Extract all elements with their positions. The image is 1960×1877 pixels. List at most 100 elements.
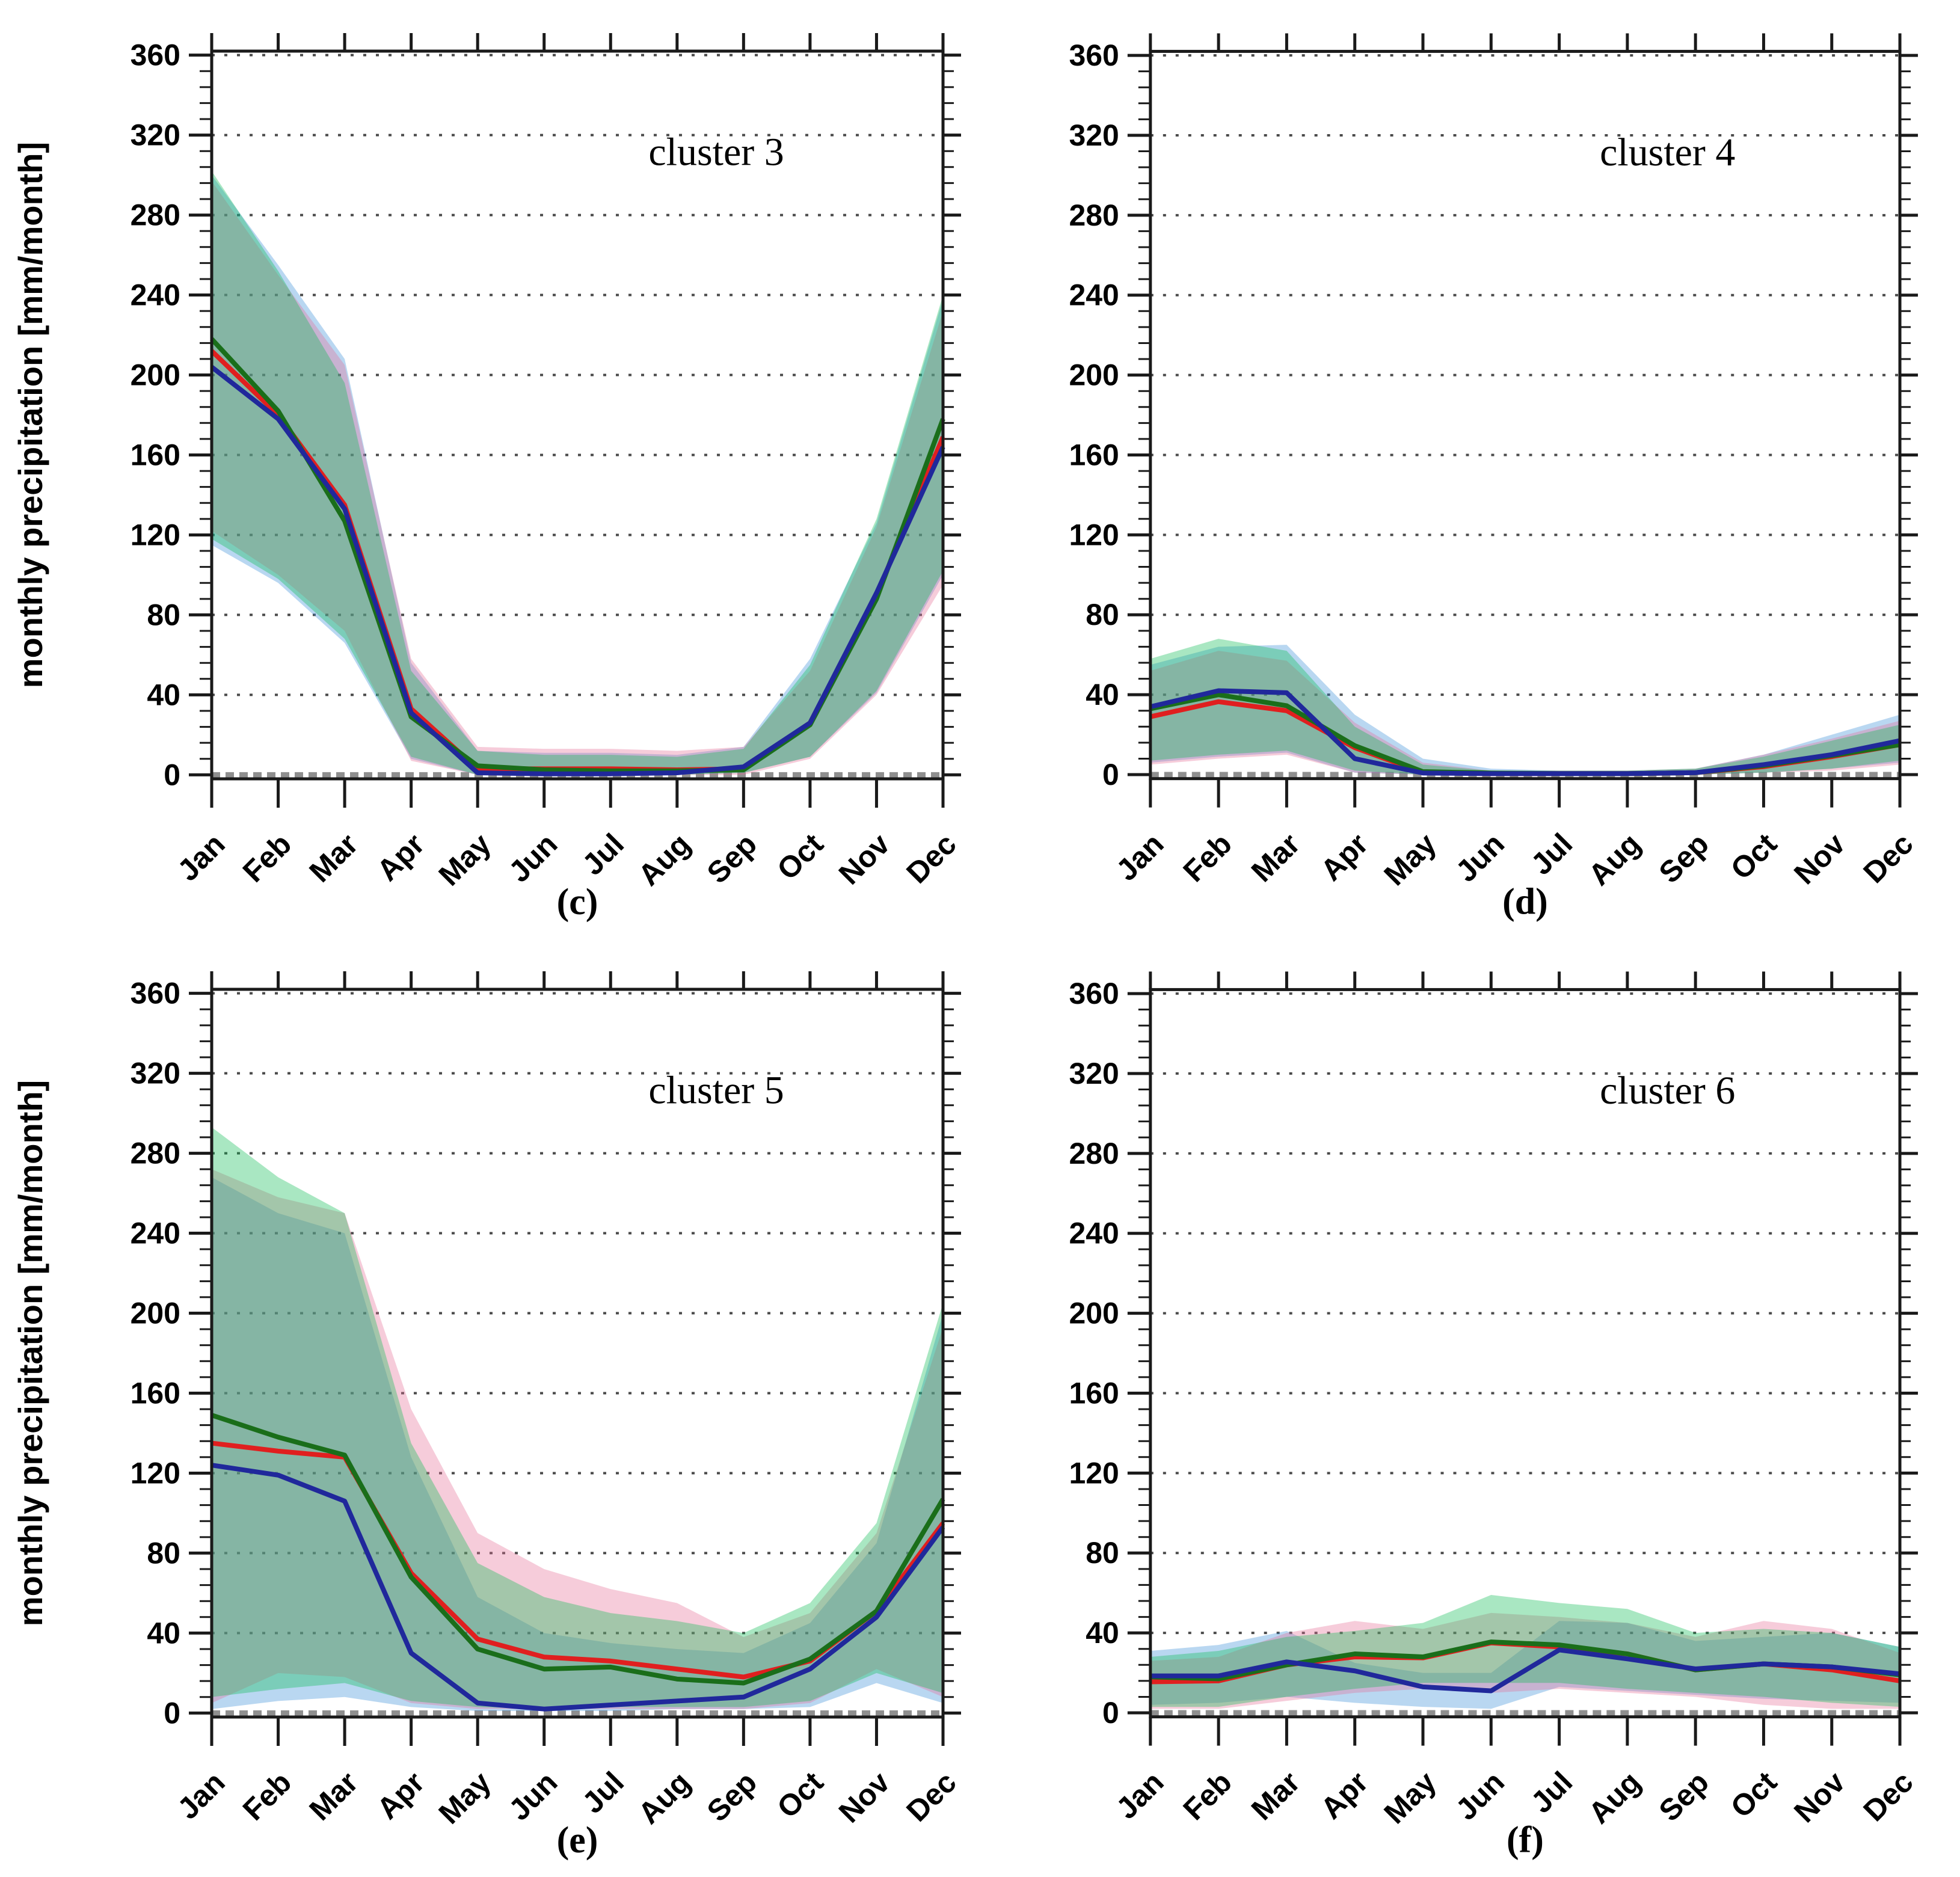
panel-title: cluster 4: [1600, 131, 1735, 174]
y-tick-label: 360: [131, 977, 180, 1010]
x-tick-label: Jan: [1110, 827, 1170, 887]
plot-frame: [210, 49, 945, 781]
band-pink: [212, 181, 943, 775]
y-tick-label: 80: [1086, 598, 1119, 631]
x-tick-label: Feb: [236, 827, 298, 888]
x-tick-label: Jun: [1449, 1765, 1511, 1826]
y-tick-label: 120: [131, 1456, 180, 1490]
series-line-green: [210, 1413, 945, 1686]
series-lines: [210, 337, 945, 776]
band-green: [1150, 1595, 1900, 1707]
y-tick-labels: 0 40 80 120 160 200 240 280 320 360: [1069, 977, 1119, 1730]
x-tick-label: Mar: [1245, 1765, 1306, 1826]
chart-svg-d: 0 40 80 120 160 200 240 280 320 360 Jan Feb Mar Apr Ma…: [1069, 33, 1920, 923]
y-tick-label: 200: [1069, 1297, 1119, 1330]
y-tick-labels: 0 40 80 120 160 200 240 280 320 360: [131, 38, 180, 792]
y-axis-title: monthly precipitation [mm/month]: [11, 142, 49, 688]
band-blue: [1150, 1621, 1900, 1709]
y-tick-label: 280: [131, 1137, 180, 1170]
y-tick-labels: 0 40 80 120 160 200 240 280 320 360: [1069, 38, 1119, 791]
axis-ticks: [1127, 33, 1919, 808]
band-pink: [1150, 1612, 1900, 1709]
x-tick-label: Apr: [370, 1765, 431, 1825]
x-tick-label: Dec: [900, 827, 962, 889]
x-tick-label: Jan: [171, 1765, 232, 1826]
x-tick-label: Apr: [370, 827, 431, 887]
x-tick-label: Jun: [502, 1765, 564, 1826]
x-tick-label: Jun: [1449, 827, 1511, 888]
y-tick-label: 0: [164, 1696, 180, 1730]
y-tick-label: 120: [131, 518, 180, 551]
y-tick-label: 320: [131, 1057, 180, 1090]
subplot-letter: (d): [1502, 882, 1548, 923]
y-tick-label: 240: [1069, 1217, 1119, 1250]
y-tick-label: 40: [1086, 1616, 1119, 1650]
plot-frame: [1149, 49, 1902, 781]
x-tick-label: Jan: [171, 827, 232, 888]
y-tick-label: 160: [131, 438, 180, 472]
panel-cluster-3: 0 40 80 120 160 200 240 280 320 360 Jan Feb Mar Apr Ma…: [0, 0, 980, 938]
y-tick-label: 280: [1069, 1137, 1119, 1170]
y-tick-label: 200: [131, 358, 180, 392]
y-tick-label: 200: [131, 1297, 180, 1330]
x-tick-label: May: [432, 1765, 498, 1831]
x-tick-label: Nov: [832, 827, 897, 891]
y-axis-title: monthly precipitation [mm/month]: [11, 1080, 49, 1626]
x-tick-label: Oct: [770, 827, 830, 886]
chart-svg-c: 0 40 80 120 160 200 240 280 320 360 Jan Feb Mar Apr Ma…: [11, 33, 963, 923]
x-tick-label: Jul: [576, 1765, 630, 1820]
x-tick-label: Jun: [502, 827, 564, 888]
subplot-letter: (c): [557, 882, 598, 923]
axis-ticks: [189, 971, 961, 1746]
panel-title: cluster 6: [1600, 1069, 1735, 1113]
x-tick-label: Sep: [701, 827, 763, 889]
x-tick-label: Jul: [1525, 827, 1579, 882]
uncertainty-bands: [212, 171, 943, 775]
y-tick-label: 360: [1069, 977, 1119, 1010]
y-tick-label: 0: [164, 758, 180, 791]
x-tick-label: Oct: [1724, 827, 1784, 886]
series-lines: [1150, 1639, 1900, 1694]
y-tick-label: 320: [131, 118, 180, 152]
y-tick-label: 200: [1069, 358, 1119, 392]
chart-svg-e: 0 40 80 120 160 200 240 280 320 360 Jan Feb Mar Apr Ma…: [11, 971, 963, 1861]
series-line-blue: [1149, 688, 1900, 776]
y-tick-label: 160: [1069, 1376, 1119, 1410]
plot-frame: [1149, 988, 1902, 1719]
y-tick-label: 0: [1102, 758, 1119, 791]
x-tick-label: Aug: [1582, 827, 1647, 892]
y-tick-label: 120: [1069, 518, 1119, 551]
x-tick-label: Dec: [1857, 1765, 1919, 1828]
y-tick-labels: 0 40 80 120 160 200 240 280 320 360: [131, 977, 180, 1730]
y-tick-label: 80: [1086, 1536, 1119, 1570]
y-tick-label: 40: [147, 1616, 180, 1650]
axis-ticks: [1127, 971, 1919, 1746]
subplot-letter: (e): [557, 1820, 598, 1861]
panel-title: cluster 5: [648, 1068, 784, 1112]
subplot-letter: (f): [1507, 1820, 1544, 1861]
series-line-blue: [210, 365, 945, 776]
x-tick-label: Oct: [770, 1765, 830, 1825]
x-tick-label: Aug: [631, 827, 696, 892]
y-tick-label: 280: [1069, 198, 1119, 232]
x-tick-label: Dec: [900, 1765, 962, 1828]
band-blue: [212, 1177, 943, 1712]
x-tick-label: Jul: [576, 827, 630, 882]
x-tick-label: Sep: [701, 1765, 763, 1828]
y-tick-label: 240: [131, 278, 180, 312]
x-tick-label: May: [432, 827, 498, 892]
x-tick-label: Nov: [832, 1765, 897, 1829]
band-green: [212, 1127, 943, 1709]
y-tick-label: 360: [1069, 38, 1119, 72]
series-line-blue: [211, 1463, 945, 1712]
y-tick-label: 360: [131, 38, 180, 72]
x-tick-label: Apr: [1314, 1765, 1374, 1825]
y-tick-label: 240: [1069, 278, 1119, 312]
y-tick-label: 80: [147, 1536, 180, 1570]
y-tick-label: 40: [1086, 678, 1119, 711]
x-tick-label: Apr: [1314, 827, 1374, 887]
y-tick-label: 320: [1069, 118, 1119, 152]
band-blue: [212, 175, 943, 775]
y-tick-label: 120: [1069, 1456, 1119, 1490]
